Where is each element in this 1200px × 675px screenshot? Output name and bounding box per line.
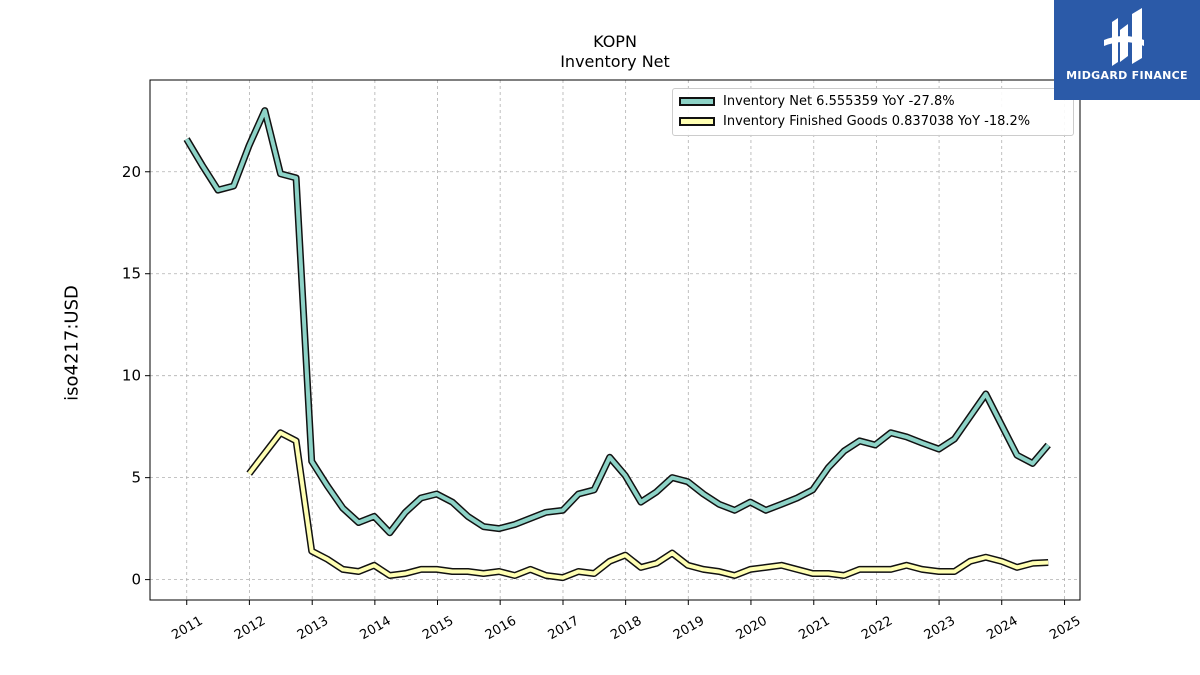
x-tick-label: 2015 <box>420 614 456 644</box>
legend-swatch-inventory-net <box>679 96 715 106</box>
y-tick-label: 10 <box>122 367 141 385</box>
x-tick-label: 2022 <box>859 614 895 644</box>
legend-item-inventory-finished-goods: Inventory Finished Goods 0.837038 YoY -1… <box>679 112 1030 130</box>
x-tick-label: 2024 <box>984 614 1020 644</box>
y-axis-label: iso4217:USD <box>61 285 83 401</box>
chart-subtitle: Inventory Net <box>560 52 670 71</box>
x-tick-label: 2021 <box>796 614 832 644</box>
series-line-inventory-net <box>184 108 1050 535</box>
legend-label: Inventory Finished Goods 0.837038 YoY -1… <box>723 113 1031 129</box>
series-outline-inventory-finished-goods <box>246 429 1049 582</box>
series-lines <box>183 107 1051 582</box>
legend: Inventory Net 6.555359 YoY -27.8% Invent… <box>672 88 1074 136</box>
y-tick-label: 20 <box>122 163 141 181</box>
plot-frame <box>149 79 1081 601</box>
y-tick-label: 15 <box>122 265 141 283</box>
logo-mark-icon <box>1104 8 1144 66</box>
series-line-inventory-finished-goods <box>247 430 1049 580</box>
legend-label: Inventory Net 6.555359 YoY -27.8% <box>723 93 955 109</box>
x-tick-label: 2014 <box>358 614 394 644</box>
x-tick-label: 2017 <box>546 614 582 644</box>
logo-text: MIDGARD FINANCE <box>1066 69 1188 82</box>
x-tick-label: 2011 <box>169 614 205 644</box>
y-tick-label: 0 <box>131 571 141 589</box>
x-tick-label: 2012 <box>232 614 268 644</box>
x-tick-label: 2019 <box>671 614 707 644</box>
chart-title: KOPN <box>593 32 637 51</box>
x-tick-label: 2018 <box>608 614 644 644</box>
x-tick-label: 2020 <box>734 614 770 644</box>
midgard-finance-logo: MIDGARD FINANCE <box>1054 0 1200 100</box>
x-tick-label: 2016 <box>483 614 519 644</box>
x-tick-label: 2025 <box>1047 614 1083 644</box>
y-tick-label: 5 <box>131 469 141 487</box>
x-tick-label: 2013 <box>295 614 331 644</box>
x-tick-label: 2023 <box>922 614 958 644</box>
grid <box>150 80 1080 600</box>
legend-swatch-inventory-finished-goods <box>679 116 715 126</box>
legend-item-inventory-net: Inventory Net 6.555359 YoY -27.8% <box>679 92 955 110</box>
